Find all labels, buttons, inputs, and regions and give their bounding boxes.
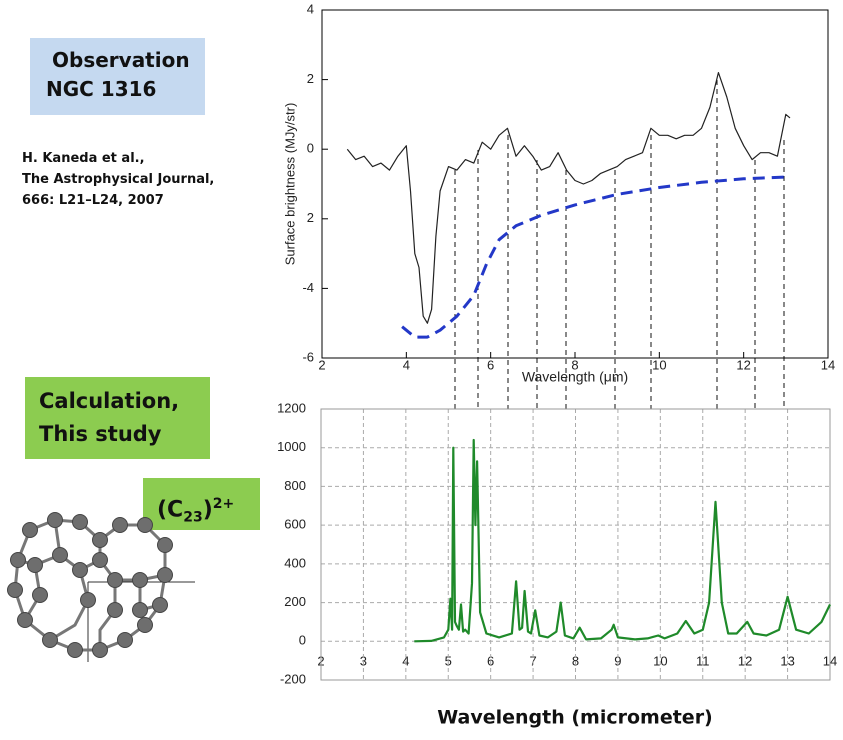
x-tick-label: 7 [529,653,536,668]
data-line [414,438,831,643]
atom [22,522,38,538]
y-tick-label: 0 [307,141,314,156]
x-tick-label: 4 [402,653,409,668]
citation: H. Kaneda et al., The Astrophysical Jour… [22,148,214,211]
x-tick-label: 5 [445,653,452,668]
x-tick-label: 6 [487,357,494,372]
y-tick-label: 600 [284,517,306,532]
y-tick-label: -4 [302,280,314,295]
data-line [346,72,791,324]
x-tick-label: 2 [318,357,325,372]
atom [10,552,26,568]
x-tick-label: 12 [736,357,750,372]
molecule-subscript: 23 [183,509,203,526]
molecule-label-close: ) [202,497,213,523]
atom [137,617,153,633]
molecule-label-box: (C23)2+ [143,478,260,530]
calculation-box: Calculation, This study [25,377,210,459]
x-tick-label: 12 [738,653,752,668]
calculation-title: Calculation, [39,389,180,413]
y-axis-label: Surface brightness (MJy/str) [282,103,297,266]
x-tick-label: 11 [696,653,710,668]
x-tick-label: 4 [403,357,410,372]
molecule-label: (C [157,497,184,523]
atom [157,567,173,583]
atom [157,537,173,553]
x-tick-label: 13 [780,653,794,668]
atom [7,582,23,598]
atom [92,642,108,658]
citation-authors: H. Kaneda et al., [22,151,145,166]
observation-title: Observation [52,48,190,72]
x-axis-label: Wavelength (μm) [522,369,628,385]
atom [137,517,153,533]
atom [42,632,58,648]
y-tick-label: 1200 [277,400,306,415]
x-tick-label: 14 [821,357,835,372]
molecule-charge: 2+ [212,496,235,512]
data-line [401,175,786,339]
x-tick-label: 10 [653,653,667,668]
citation-journal: The Astrophysical Journal, [22,172,215,187]
atom [32,587,48,603]
atom [17,612,33,628]
atom [112,517,128,533]
atom [47,512,63,528]
atom [107,572,123,588]
y-tick-label: 2 [307,71,314,86]
atoms [7,512,173,658]
plot-frame [320,408,831,681]
atom [132,602,148,618]
chart: 4 2 0 2 -4 -6 2 4 6 8 10 12 14 Wavelength (μm) Surface… [282,1,835,384]
x-tick-label: 9 [614,653,621,668]
y-tick-label: 400 [284,555,306,570]
plot-frame [321,9,829,359]
y-tick-label: 4 [307,1,314,16]
atom [72,514,88,530]
atom [117,632,133,648]
calculation-subtitle: This study [39,422,162,446]
atom [80,592,96,608]
atom [67,642,83,658]
bond [98,580,117,650]
bond [49,569,90,642]
x-tick-label: 8 [572,653,579,668]
y-tick-label: 200 [284,594,306,609]
x-tick-label: 8 [571,357,578,372]
x-tick-label: 3 [360,653,367,668]
observation-box: Observation NGC 1316 [30,38,205,115]
y-tick-label: -200 [280,671,306,686]
x-tick-label: 6 [487,653,494,668]
atom [92,552,108,568]
atom [92,532,108,548]
x-axis-label: Wavelength (micrometer) [437,707,713,729]
x-tick-label: 10 [652,357,666,372]
bond [98,559,166,582]
atom [72,562,88,578]
atom [132,572,148,588]
citation-volume: 666: L21–L24, 2007 [22,193,164,208]
atom [27,557,43,573]
y-tick-label: 1000 [277,439,306,454]
atom [52,547,68,563]
observation-object: NGC 1316 [46,77,157,101]
y-tick-label: 2 [307,210,314,225]
y-tick-label: 800 [284,478,306,493]
atom [152,597,168,613]
y-tick-label: -6 [302,349,314,364]
atom [107,602,123,618]
y-tick-label: 0 [299,633,306,648]
